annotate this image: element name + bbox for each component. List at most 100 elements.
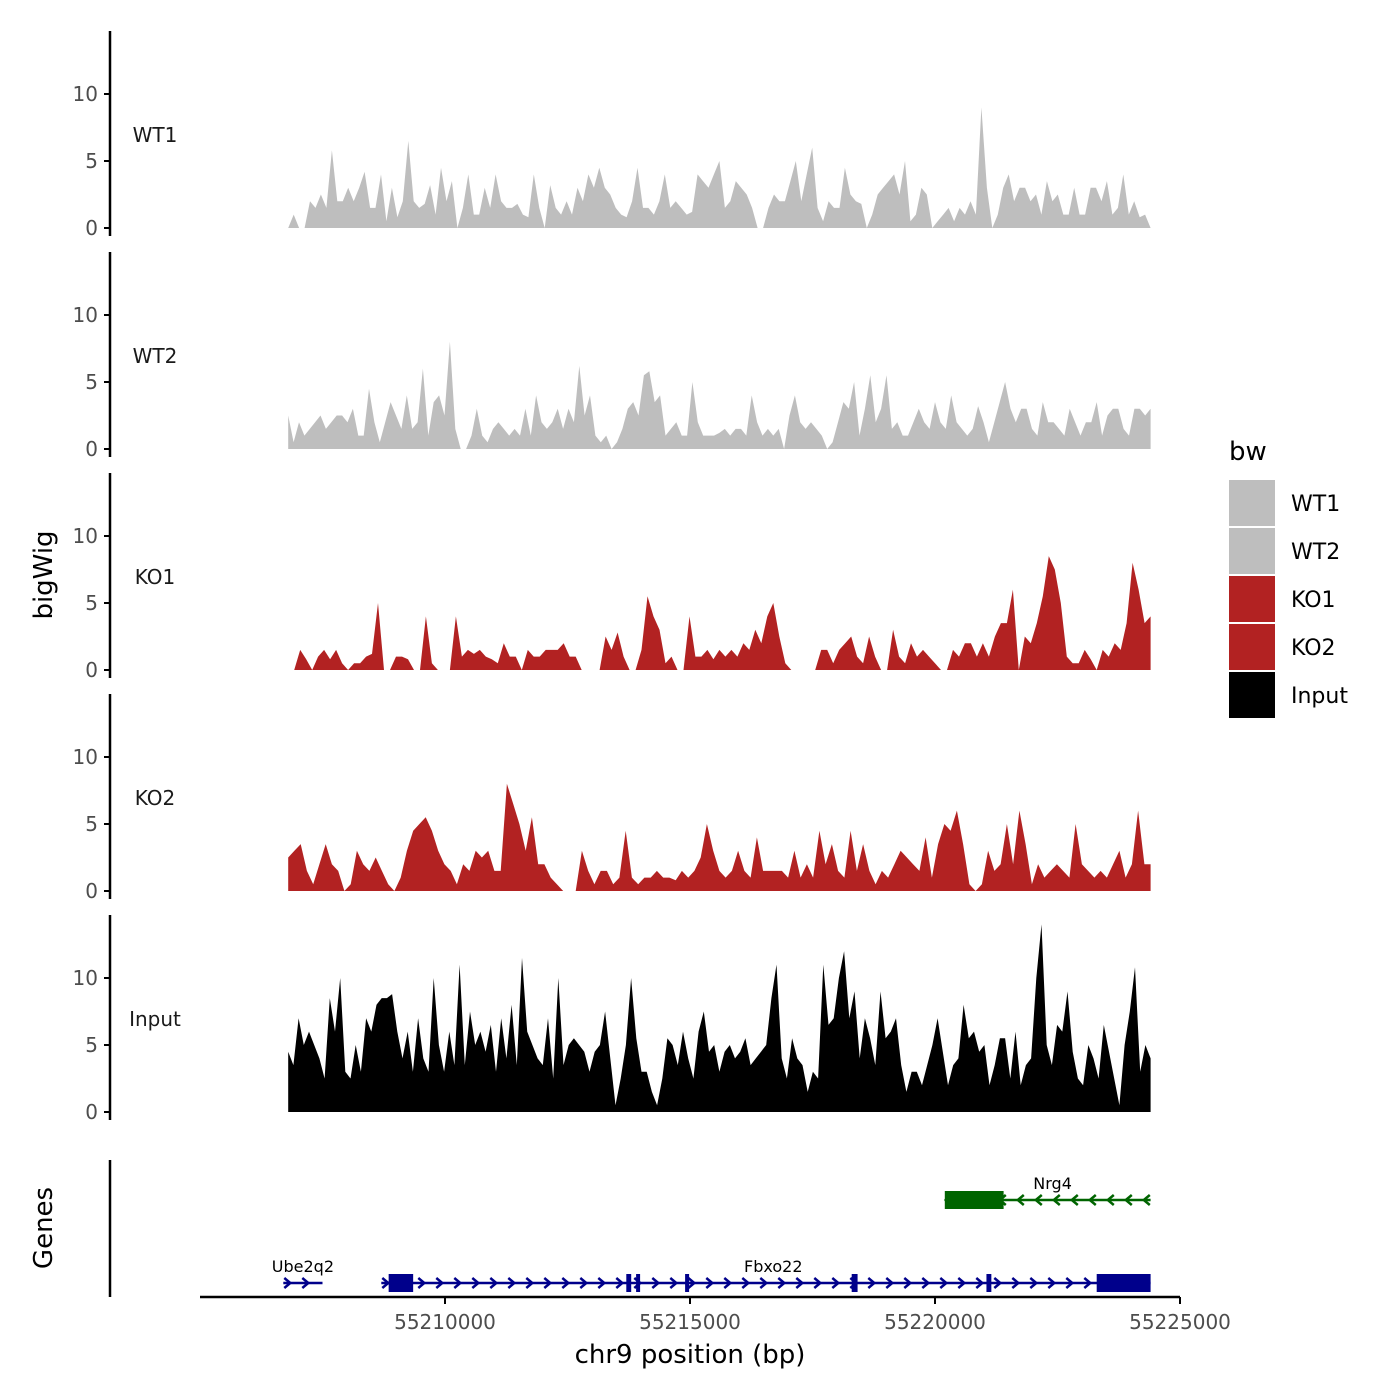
strand-arrow bbox=[453, 1277, 463, 1289]
strand-arrow bbox=[1083, 1277, 1093, 1289]
y-tick-label: 0 bbox=[85, 879, 98, 903]
y-tick-label: 0 bbox=[85, 1100, 98, 1124]
y-tick-label: 10 bbox=[73, 966, 98, 990]
strand-arrow bbox=[759, 1277, 769, 1289]
track-label: Input bbox=[129, 1007, 181, 1031]
strand-arrow bbox=[489, 1277, 499, 1289]
strand-arrow bbox=[957, 1277, 967, 1289]
strand-arrow bbox=[1087, 1194, 1097, 1206]
y-tick-label: 10 bbox=[73, 745, 98, 769]
coverage-area-ko1 bbox=[288, 556, 1151, 670]
strand-arrow bbox=[471, 1277, 481, 1289]
legend-label: KO1 bbox=[1291, 588, 1336, 613]
strand-arrow bbox=[885, 1277, 895, 1289]
strand-arrow bbox=[741, 1277, 751, 1289]
y-tick-label: 10 bbox=[73, 82, 98, 106]
strand-arrow bbox=[543, 1277, 553, 1289]
strand-arrow bbox=[1051, 1194, 1061, 1206]
track-wt2: 0 5 10 WT2 bbox=[73, 252, 1151, 461]
strand-arrow bbox=[831, 1277, 841, 1289]
legend-title: bw bbox=[1229, 437, 1267, 467]
y-tick-label: 0 bbox=[85, 437, 98, 461]
strand-arrow bbox=[993, 1277, 1003, 1289]
strand-arrow bbox=[669, 1277, 679, 1289]
strand-arrow bbox=[795, 1277, 805, 1289]
strand-arrow bbox=[867, 1277, 877, 1289]
gene-label: Ube2q2 bbox=[272, 1257, 334, 1276]
legend-label: Input bbox=[1291, 684, 1348, 709]
strand-arrow bbox=[1015, 1194, 1025, 1206]
track-ko2: 0 5 10 KO2 bbox=[73, 694, 1151, 903]
strand-arrow bbox=[1105, 1194, 1115, 1206]
strand-arrow bbox=[939, 1277, 949, 1289]
x-tick-label: 55225000 bbox=[1129, 1310, 1231, 1334]
strand-arrow bbox=[301, 1277, 311, 1289]
x-tick-label: 55210000 bbox=[394, 1310, 496, 1334]
legend-key-input bbox=[1229, 672, 1275, 718]
exon bbox=[1096, 1274, 1151, 1292]
exon bbox=[636, 1274, 641, 1292]
strand-arrow bbox=[435, 1277, 445, 1289]
strand-arrow bbox=[651, 1277, 661, 1289]
legend-key-wt1 bbox=[1229, 480, 1275, 526]
legend-key-ko1 bbox=[1229, 576, 1275, 622]
strand-arrow bbox=[579, 1277, 589, 1289]
coverage-area-ko2 bbox=[288, 783, 1151, 891]
strand-arrow bbox=[723, 1277, 733, 1289]
y-tick-label: 5 bbox=[85, 149, 98, 173]
strand-arrow bbox=[1029, 1277, 1039, 1289]
track-label: KO2 bbox=[135, 786, 176, 810]
strand-arrow bbox=[525, 1277, 535, 1289]
x-tick-label: 55220000 bbox=[884, 1310, 986, 1334]
exon bbox=[685, 1274, 690, 1292]
gene-label: Fbxo22 bbox=[744, 1257, 802, 1276]
y-tick-label: 10 bbox=[73, 524, 98, 548]
strand-arrow bbox=[1069, 1194, 1079, 1206]
legend-label: KO2 bbox=[1291, 636, 1336, 661]
coverage-tracks: 0 5 10 WT1 0 5 10 WT2 0 5 10 KO1 0 5 10 KO2 0 5 10 Input bbox=[73, 31, 1151, 1124]
coverage-area-wt1 bbox=[288, 107, 1151, 228]
strand-arrow bbox=[921, 1277, 931, 1289]
strand-arrow bbox=[1123, 1194, 1133, 1206]
track-input: 0 5 10 Input bbox=[73, 915, 1151, 1124]
legend-key-wt2 bbox=[1229, 528, 1275, 574]
strand-arrow bbox=[777, 1277, 787, 1289]
gene-annotation-track: Ube2q2 Fbxo22 Nrg4 bbox=[108, 1160, 1151, 1297]
legend-key-ko2 bbox=[1229, 624, 1275, 670]
strand-arrow bbox=[813, 1277, 823, 1289]
strand-arrow bbox=[561, 1277, 571, 1289]
genes-axis-title: Genes bbox=[29, 1187, 59, 1269]
y-tick-label: 5 bbox=[85, 1033, 98, 1057]
exon bbox=[851, 1274, 858, 1292]
y-tick-label: 0 bbox=[85, 216, 98, 240]
gene-label: Nrg4 bbox=[1033, 1174, 1072, 1193]
gene-fbxo22: Fbxo22 bbox=[381, 1257, 1151, 1292]
strand-arrow bbox=[283, 1277, 293, 1289]
strand-arrow bbox=[381, 1277, 391, 1289]
strand-arrow bbox=[975, 1277, 985, 1289]
legend-label: WT1 bbox=[1291, 492, 1340, 517]
gene-nrg4: Nrg4 bbox=[943, 1174, 1151, 1209]
exon bbox=[626, 1274, 632, 1292]
strand-arrow bbox=[903, 1277, 913, 1289]
strand-arrow bbox=[1065, 1277, 1075, 1289]
y-tick-label: 5 bbox=[85, 591, 98, 615]
strand-arrow bbox=[597, 1277, 607, 1289]
track-label: KO1 bbox=[135, 565, 176, 589]
strand-arrow bbox=[1033, 1194, 1043, 1206]
legend: bw WT1 WT2 KO1 KO2 Input bbox=[1229, 437, 1348, 718]
strand-arrow bbox=[1047, 1277, 1057, 1289]
strand-arrow bbox=[1141, 1194, 1151, 1206]
gene-ube2q2: Ube2q2 bbox=[272, 1257, 334, 1289]
track-ko1: 0 5 10 KO1 bbox=[73, 473, 1151, 682]
y-axis-title: bigWig bbox=[29, 530, 59, 619]
x-axis-title: chr9 position (bp) bbox=[575, 1340, 806, 1370]
strand-arrow bbox=[417, 1277, 427, 1289]
strand-arrow bbox=[615, 1277, 625, 1289]
track-label: WT2 bbox=[133, 344, 178, 368]
track-wt1: 0 5 10 WT1 bbox=[73, 31, 1151, 240]
y-tick-label: 5 bbox=[85, 812, 98, 836]
y-tick-label: 0 bbox=[85, 658, 98, 682]
y-tick-label: 10 bbox=[73, 303, 98, 327]
